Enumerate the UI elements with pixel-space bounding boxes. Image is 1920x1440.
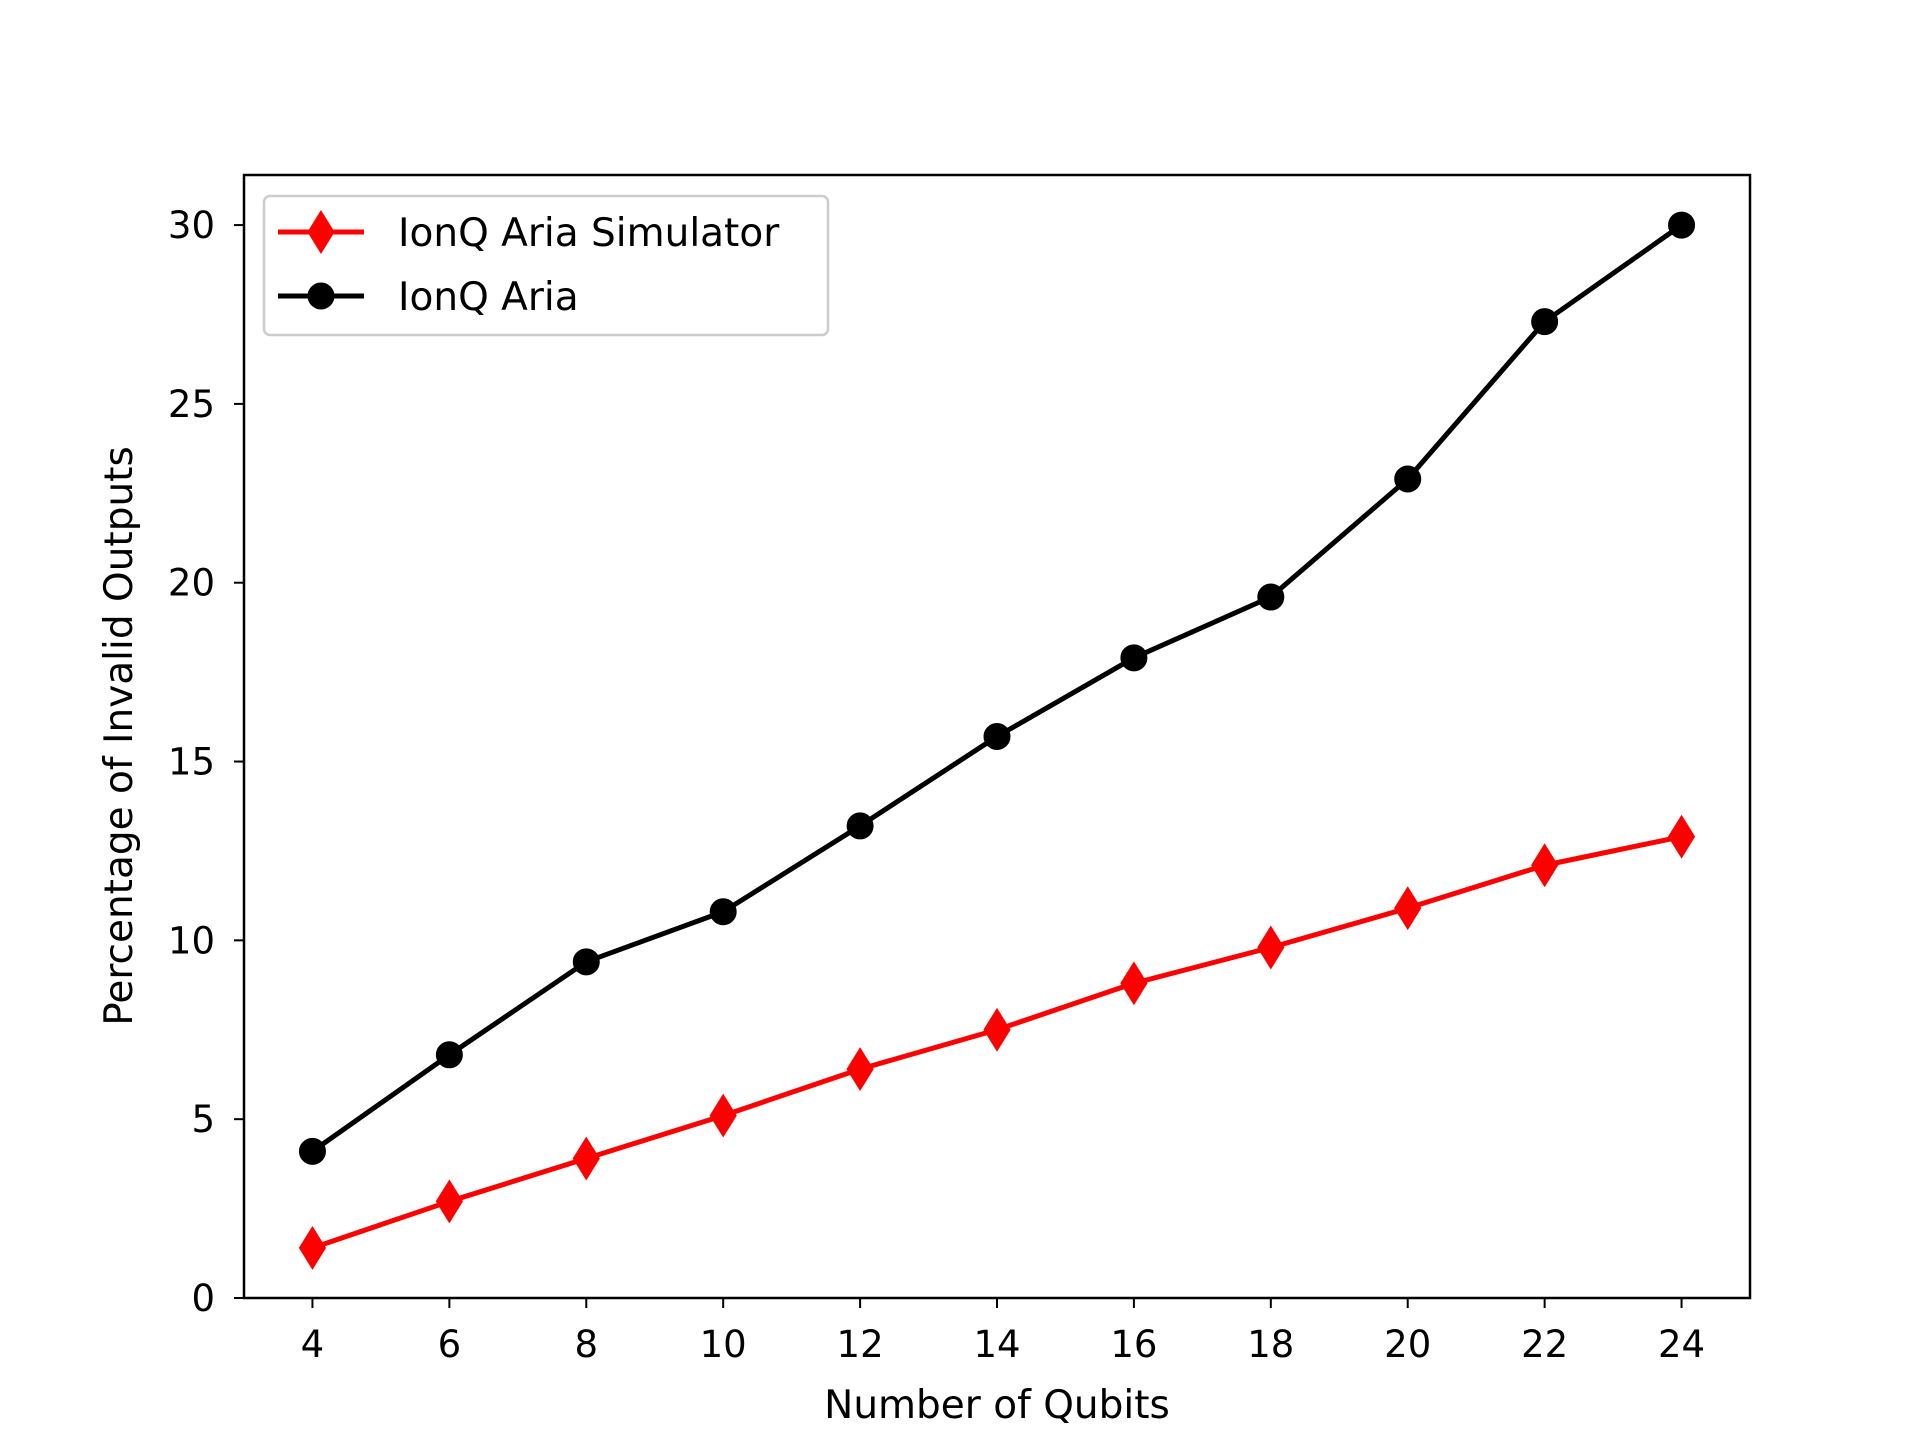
- data-point-ionq-aria-simulator: [1257, 925, 1285, 970]
- data-point-ionq-aria: [709, 898, 737, 926]
- data-point-ionq-aria: [1257, 583, 1285, 611]
- y-tick-label: 0: [191, 1277, 215, 1320]
- x-axis-label: Number of Qubits: [824, 1383, 1170, 1428]
- data-point-ionq-aria: [1668, 211, 1696, 239]
- y-tick-label: 5: [191, 1098, 215, 1141]
- x-tick-label: 22: [1521, 1323, 1568, 1366]
- legend: IonQ Aria Simulator IonQ Aria: [262, 194, 830, 337]
- legend-box: [262, 194, 830, 337]
- data-point-ionq-aria: [572, 948, 600, 976]
- data-point-ionq-aria-simulator: [1667, 814, 1696, 859]
- y-tick-label: 10: [168, 919, 215, 962]
- y-tick-label: 20: [168, 562, 215, 605]
- data-point-ionq-aria: [1394, 465, 1422, 493]
- data-point-ionq-aria-simulator: [298, 1225, 327, 1270]
- data-point-ionq-aria-simulator: [709, 1093, 737, 1138]
- legend-marker-ionq-aria-simulator: [307, 210, 335, 254]
- data-point-ionq-aria-simulator: [1120, 961, 1148, 1006]
- data-point-ionq-aria-simulator: [983, 1007, 1011, 1052]
- data-point-ionq-aria: [1120, 644, 1148, 672]
- x-tick-label: 18: [1247, 1323, 1294, 1366]
- data-point-ionq-aria: [846, 812, 874, 840]
- x-tick-label: 12: [837, 1323, 884, 1366]
- data-point-ionq-aria-simulator: [846, 1047, 874, 1092]
- legend-marker-ionq-aria: [307, 282, 335, 310]
- y-tick-label: 25: [168, 383, 215, 426]
- series-layer: [298, 211, 1696, 1270]
- legend-entries: IonQ Aria Simulator IonQ Aria: [278, 210, 780, 320]
- x-tick-label: 4: [301, 1323, 325, 1366]
- legend-label-ionq-aria: IonQ Aria: [398, 275, 579, 320]
- data-point-ionq-aria-simulator: [1394, 886, 1422, 931]
- data-point-ionq-aria-simulator: [435, 1179, 463, 1224]
- y-tick-label: 15: [168, 741, 215, 784]
- legend-label-ionq-aria-simulator: IonQ Aria Simulator: [398, 211, 780, 256]
- data-point-ionq-aria: [298, 1137, 326, 1165]
- data-point-ionq-aria: [1531, 308, 1559, 336]
- x-tick-label: 24: [1658, 1323, 1705, 1366]
- data-point-ionq-aria: [435, 1041, 463, 1069]
- x-tick-label: 20: [1384, 1323, 1431, 1366]
- x-tick-label: 10: [700, 1323, 747, 1366]
- y-axis-ticks: 0 5 10 15 20 25 30: [168, 204, 244, 1320]
- x-tick-label: 14: [973, 1323, 1020, 1366]
- x-tick-label: 6: [438, 1323, 462, 1366]
- x-tick-label: 8: [574, 1323, 598, 1366]
- data-point-ionq-aria: [983, 723, 1011, 750]
- y-tick-label: 30: [168, 204, 215, 247]
- data-point-ionq-aria-simulator: [572, 1136, 600, 1181]
- data-point-ionq-aria-simulator: [1531, 843, 1559, 888]
- x-axis-ticks: 4 6 8 10 12 14 16 18 20 22 24: [301, 1298, 1705, 1366]
- y-axis-label: Percentage of Invalid Outputs: [97, 446, 142, 1026]
- x-tick-label: 16: [1110, 1323, 1157, 1366]
